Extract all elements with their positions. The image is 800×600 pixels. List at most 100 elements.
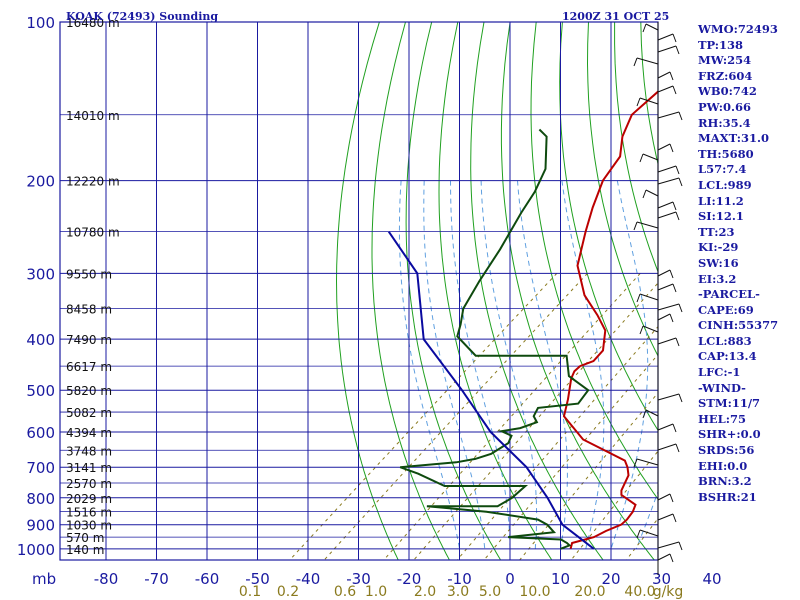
pressure-tick-label: 700	[26, 459, 55, 477]
wind-barb	[642, 325, 659, 333]
pressure-tick-label: 500	[26, 382, 55, 400]
index-item: EI:3.2	[698, 271, 737, 286]
wind-barb-flag	[672, 33, 677, 43]
index-item: SRDS:56	[698, 443, 755, 458]
wind-barb-flag	[642, 23, 647, 33]
moist-adiabat-line	[423, 180, 486, 549]
wind-barb-flag	[672, 201, 677, 211]
wind-barb	[657, 513, 674, 521]
temperature-tick-label: -50	[245, 570, 270, 588]
height-label: 3748 m	[66, 444, 112, 458]
index-item: MW:254	[698, 53, 752, 68]
temperature-tick-label: -80	[94, 570, 119, 588]
temperature-tick-label: -70	[144, 570, 169, 588]
mixing-ratio-line	[519, 392, 658, 560]
wind-barb	[657, 393, 680, 401]
wind-barb-flag	[669, 269, 674, 279]
wind-barb-flag	[636, 97, 641, 107]
index-item: LCL:883	[698, 333, 752, 348]
wind-barb-flag	[672, 423, 677, 433]
index-item: HEL:75	[698, 411, 746, 426]
mixing-ratio-line	[413, 282, 658, 560]
height-label: 1516 m	[66, 506, 112, 520]
height-label: 3141 m	[66, 461, 112, 475]
height-label: 1030 m	[66, 519, 112, 533]
wind-barb-flag	[678, 541, 683, 551]
dry-adiabat-line	[335, 22, 399, 560]
chart-title: KOAK (72493) Sounding	[66, 10, 218, 23]
wind-barb	[657, 201, 674, 209]
wind-barb-flag	[633, 221, 638, 231]
index-item: LI:11.2	[698, 193, 744, 208]
height-label: 9550 m	[66, 267, 112, 281]
index-item: PW:0.66	[698, 99, 752, 114]
wind-barb	[657, 443, 677, 451]
index-item: RH:35.4	[698, 115, 751, 130]
wind-barb-flag	[669, 493, 674, 503]
wind-barb-flag	[678, 111, 683, 121]
temperature-tick-label: -20	[397, 570, 422, 588]
wind-barb-flag	[633, 57, 638, 67]
wind-barb	[645, 23, 659, 31]
pressure-tick-label: 300	[26, 265, 55, 283]
wind-barb	[657, 423, 674, 431]
height-label: 140 m	[66, 543, 104, 557]
mixing-ratio-label: g/kg	[653, 584, 684, 600]
wind-barb-flag	[678, 393, 683, 403]
dry-adiabat-line	[470, 22, 604, 560]
wind-barb	[639, 529, 659, 537]
height-label: 2570 m	[66, 477, 112, 491]
wind-barb	[657, 177, 680, 185]
pressure-tick-label: 800	[26, 490, 55, 508]
height-label: 4394 m	[66, 426, 112, 440]
index-item: BRN:3.2	[698, 474, 752, 489]
dry-adiabat-line	[405, 22, 502, 560]
pressure-tick-label: 600	[26, 424, 55, 442]
wind-barb	[657, 143, 671, 151]
temperature-tick-label: -10	[447, 570, 472, 588]
background-lines	[60, 22, 658, 560]
index-item: STM:11/7	[698, 396, 761, 411]
index-item: CAPE:69	[698, 302, 754, 317]
height-label: 2029 m	[66, 492, 112, 506]
wind-barb	[657, 165, 677, 173]
wind-barb-flag	[639, 153, 644, 163]
height-label: 12220 m	[66, 175, 120, 189]
pressure-tick-label: 1000	[17, 541, 55, 559]
wind-barb	[657, 269, 671, 277]
temperature-tick-label: 40	[702, 570, 721, 588]
index-item: CINH:55377	[698, 318, 779, 333]
wind-barb	[657, 303, 680, 311]
wind-barb	[657, 71, 671, 79]
wind-barb	[645, 409, 659, 417]
index-item: WMO:72493	[698, 22, 778, 36]
index-item: LFC:-1	[698, 365, 741, 380]
height-label: 570 m	[66, 531, 104, 545]
mixing-ratio-label: 3.0	[447, 584, 469, 600]
indices-panel: WMO:72493 TP:138 MW:254 FRZ:604 WB0:742 PW:0.…	[698, 22, 798, 505]
wind-barb	[636, 57, 659, 65]
index-item: TH:5680	[698, 146, 754, 161]
wind-barb-flag	[636, 293, 641, 303]
height-label: 6617 m	[66, 360, 112, 374]
wind-barb-flag	[672, 85, 677, 95]
height-label: 7490 m	[66, 333, 112, 347]
wind-barb-flag	[639, 325, 644, 335]
wind-barb-flag	[675, 443, 680, 453]
temperature-tick-label: 0	[505, 570, 515, 588]
index-item: TP:138	[698, 37, 744, 52]
temperature-tick-label: -60	[195, 570, 220, 588]
pressure-tick-label: 100	[26, 14, 55, 32]
wind-barb	[657, 211, 677, 219]
wind-barb	[657, 45, 677, 53]
temperature-tick-label: -40	[296, 570, 321, 588]
wind-barb	[657, 493, 671, 501]
mixing-ratio-line	[483, 353, 658, 560]
wind-barbs	[633, 22, 683, 575]
height-label: 14010 m	[66, 109, 120, 123]
height-label: 8458 m	[66, 303, 112, 317]
wind-barb	[657, 541, 680, 549]
index-item: FRZ:604	[698, 68, 753, 83]
wind-barb-flag	[675, 165, 680, 175]
wind-barb	[636, 221, 659, 229]
